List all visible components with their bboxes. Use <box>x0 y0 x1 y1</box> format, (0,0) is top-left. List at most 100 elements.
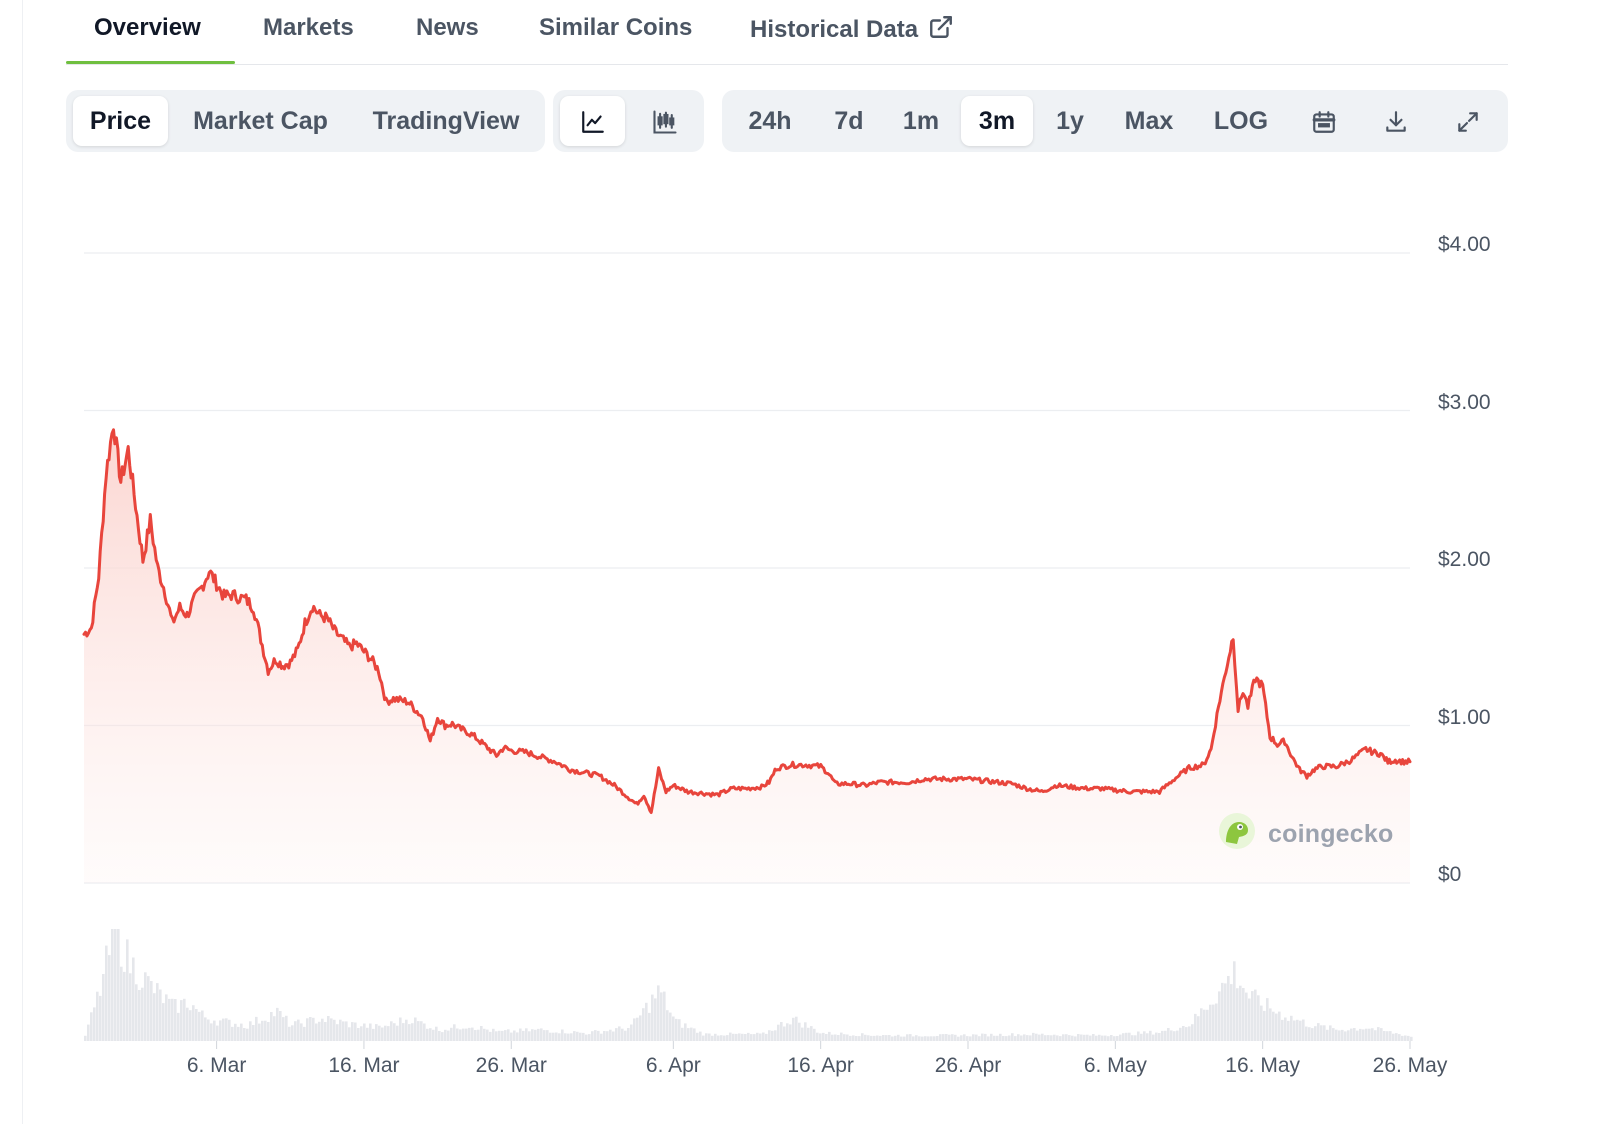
volume-bar <box>534 1029 537 1041</box>
volume-bar <box>630 1024 633 1041</box>
volume-bar <box>1002 1036 1005 1041</box>
date-range-button[interactable] <box>1294 96 1354 146</box>
tab-historical-data[interactable]: Historical Data <box>750 14 954 47</box>
volume-bar <box>741 1033 744 1041</box>
volume-bar <box>117 929 120 1041</box>
volume-bar <box>1326 1029 1329 1041</box>
volume-bar <box>330 1018 333 1041</box>
volume-bar <box>567 1033 570 1041</box>
tab-overview[interactable]: Overview <box>94 14 201 41</box>
volume-bar <box>1086 1034 1089 1041</box>
volume-bar <box>174 999 177 1041</box>
volume-bar <box>153 993 156 1041</box>
tradingview-button[interactable]: TradingView <box>372 107 520 135</box>
chart-type-toggle-group <box>553 90 704 152</box>
tab-similar-coins[interactable]: Similar Coins <box>539 14 693 41</box>
volume-bar <box>87 1024 90 1041</box>
fullscreen-button[interactable] <box>1438 96 1498 146</box>
log-scale-button[interactable]: LOG <box>1213 107 1269 135</box>
volume-bar <box>1287 1020 1290 1041</box>
volume-bar <box>366 1027 369 1041</box>
volume-bar <box>105 945 108 1041</box>
volume-bar <box>954 1034 957 1041</box>
volume-bar <box>1380 1028 1383 1041</box>
volume-bar <box>261 1020 264 1041</box>
volume-bar <box>1236 988 1239 1041</box>
volume-bar <box>141 987 144 1041</box>
volume-bar <box>144 972 147 1041</box>
volume-bar <box>351 1022 354 1041</box>
range-1m-button[interactable]: 1m <box>902 107 940 135</box>
volume-bar <box>1200 1008 1203 1041</box>
volume-bar <box>834 1034 837 1041</box>
volume-bar <box>582 1032 585 1041</box>
volume-bar <box>90 1012 93 1041</box>
tab-markets[interactable]: Markets <box>263 14 354 41</box>
volume-bar <box>876 1035 879 1041</box>
volume-bar <box>450 1027 453 1041</box>
volume-bar <box>360 1026 363 1041</box>
volume-bar <box>291 1025 294 1041</box>
range-7d-button[interactable]: 7d <box>834 107 864 135</box>
volume-bar <box>195 1009 198 1041</box>
volume-bar <box>771 1030 774 1041</box>
volume-bar <box>405 1019 408 1041</box>
volume-bar <box>585 1034 588 1041</box>
volume-bar <box>546 1030 549 1041</box>
range-24h-button[interactable]: 24h <box>748 107 792 135</box>
volume-bar <box>795 1016 798 1041</box>
volume-bar <box>1290 1015 1293 1041</box>
volume-bar <box>192 1005 195 1041</box>
price-button[interactable]: Price <box>73 96 168 146</box>
volume-bar <box>375 1024 378 1041</box>
volume-bar <box>1254 989 1257 1041</box>
volume-bar <box>1140 1033 1143 1041</box>
volume-bar <box>768 1030 771 1041</box>
x-tick-label: 16. Mar <box>328 1054 400 1077</box>
volume-bar <box>540 1028 543 1041</box>
y-tick-label: $4.00 <box>1438 233 1491 256</box>
market-cap-button[interactable]: Market Cap <box>193 107 328 135</box>
volume-bar <box>951 1034 954 1041</box>
volume-bar <box>552 1032 555 1041</box>
volume-bar <box>129 973 132 1041</box>
volume-bar <box>732 1033 735 1041</box>
volume-bar <box>321 1018 324 1041</box>
range-3m-button[interactable]: 3m <box>961 96 1033 146</box>
volume-bar <box>759 1033 762 1041</box>
volume-bar <box>774 1030 777 1041</box>
volume-bar <box>1134 1035 1137 1041</box>
range-max-button[interactable]: Max <box>1124 107 1174 135</box>
volume-bar <box>840 1032 843 1041</box>
volume-bar <box>714 1033 717 1041</box>
volume-bar <box>1233 961 1236 1041</box>
y-tick-label: $3.00 <box>1438 390 1491 414</box>
line-chart-icon <box>580 107 606 135</box>
volume-bar <box>429 1028 432 1041</box>
volume-bar <box>177 1012 180 1041</box>
line-chart-button[interactable] <box>560 96 625 146</box>
range-1y-button[interactable]: 1y <box>1056 107 1084 135</box>
volume-bar <box>627 1028 630 1041</box>
volume-bar <box>111 929 114 1041</box>
volume-bar <box>180 1000 183 1041</box>
volume-bar <box>1188 1026 1191 1041</box>
coingecko-logo-icon <box>1218 812 1256 857</box>
volume-bar <box>474 1030 477 1041</box>
price-chart[interactable] <box>0 160 1600 1124</box>
candlestick-button[interactable] <box>633 96 697 146</box>
volume-bar <box>453 1024 456 1041</box>
volume-bar <box>342 1021 345 1041</box>
volume-bar <box>684 1023 687 1041</box>
volume-bar <box>990 1033 993 1041</box>
grid-lines <box>84 252 1411 1049</box>
volume-bar <box>639 1015 642 1041</box>
volume-bar <box>1230 984 1233 1041</box>
volume-bar <box>579 1032 582 1041</box>
y-tick-label: $0 <box>1438 863 1462 886</box>
volume-bar <box>1284 1017 1287 1041</box>
volume-bar <box>600 1033 603 1041</box>
volume-bar <box>123 971 126 1041</box>
tab-news[interactable]: News <box>416 14 479 41</box>
download-button[interactable] <box>1366 96 1426 146</box>
